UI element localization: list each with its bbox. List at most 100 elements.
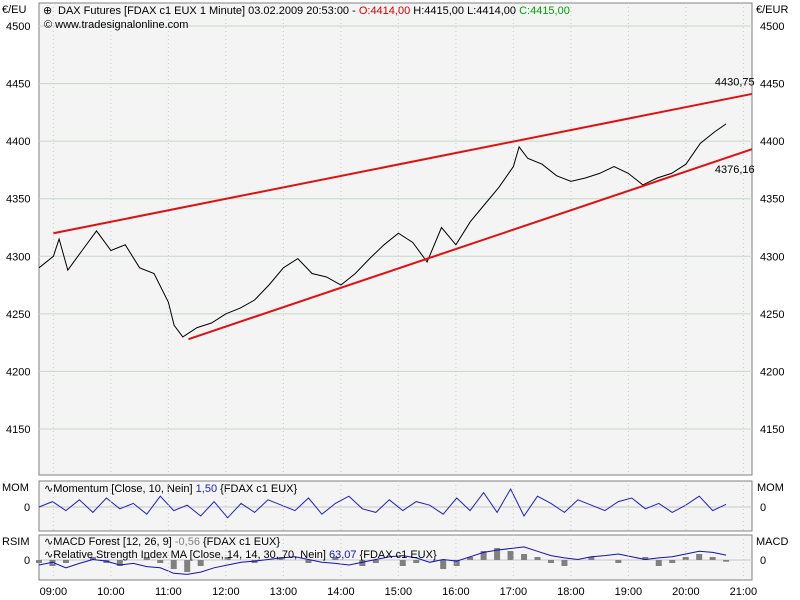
macd-bar [588,557,595,560]
macd-bar [36,560,42,563]
copyright-text: © www.tradesignalonline.com [44,19,188,31]
y-tick-label-left: 4500 [6,21,30,33]
svg-text:∿MACD Forest [12, 26, 9] -0,56: ∿MACD Forest [12, 26, 9] -0,56 {FDAX c1 … [44,536,280,548]
currency-right-label: €/EUR [756,4,788,16]
x-tick-label: 09:00 [40,586,68,598]
macd-bar [49,560,56,566]
macd-bar [723,560,730,562]
macd-bar [62,560,69,563]
macd-bar [116,560,123,566]
open-value: O:4414,00 [359,5,410,17]
y-tick-label-right: 4150 [760,424,784,436]
macd-bar [521,554,528,560]
mom-panel [38,480,753,532]
mom-legend-symbol: {FDAX c1 EUX} [217,483,297,495]
macd-bar [372,560,379,563]
y-tick-label-left: 4300 [6,251,30,263]
macd-bar [642,557,649,560]
rsi-legend-name: Relative Strength Index MA [Close, 14, 1… [53,549,329,561]
y-tick-label-right: 4500 [760,21,784,33]
x-tick-label: 10:00 [97,586,125,598]
chart-title: DAX Futures [FDAX c1 EUX 1 Minute] 03.02… [58,5,359,17]
rsi-left-label: RSIM [2,536,30,548]
x-tick-label: 20:00 [672,586,700,598]
macd-bar [507,551,514,560]
macd-bar [480,551,487,560]
x-tick-label: 11:00 [155,586,182,598]
svg-text:DAX Futures [FDAX c1 EUX 1 Mi: DAX Futures [FDAX c1 EUX 1 Minute] 03.02… [58,5,570,17]
y-tick-label-right: 4400 [760,136,784,148]
mom-zero-right: 0 [760,502,766,514]
macd-histogram [36,548,730,572]
macd-legend-symbol: {FDAX c1 EUX} [200,536,280,548]
macd-bar [332,557,339,560]
y-tick-label-right: 4350 [760,194,784,206]
macd-bar [655,560,662,566]
y-tick-label-left: 4250 [6,309,30,321]
macd-bar [197,560,204,566]
main-panel [38,2,753,476]
macd-right-label: MACD [756,536,788,548]
rsi-zero-right: 0 [760,555,766,567]
x-tick-label: 15:00 [385,586,413,598]
high-low-values: H:4415,00 L:4414,00 [410,5,519,17]
momentum-line [38,487,727,519]
macd-bar [89,557,96,560]
macd-bar [399,560,406,566]
macd-bar [278,557,285,560]
mom-legend-name: Momentum [Close, 10, Nein] [53,483,195,495]
y-tick-label-left: 4350 [6,194,30,206]
y-tick-label-right: 4300 [760,251,784,263]
macd-bar [682,557,689,560]
macd-bar [561,560,568,566]
macd-bar [359,560,366,566]
x-tick-label: 19:00 [615,586,643,598]
x-tick-label: 18:00 [557,586,585,598]
macd-bar [224,557,231,560]
wave-icon: ∿ [44,549,53,561]
y-tick-label-right: 4250 [760,309,784,321]
macd-bar [534,557,541,560]
rsi-legend-symbol: {FDAX c1 EUX} [357,549,437,561]
macd-bar [669,560,676,563]
macd-bar [453,560,460,566]
macd-bar [615,560,622,563]
x-tick-label: 12:00 [212,586,240,598]
macd-legend-value: -0,56 [175,536,200,548]
macd-legend-name: MACD Forest [12, 26, 9] [53,536,175,548]
svg-text:∿Momentum [Close, 10, Nein] 1,: ∿Momentum [Close, 10, Nein] 1,50 {FDAX c… [44,483,298,495]
main-y-axis: 4500 4500 4450 4450 4400 4400 4350 4350 4300 4300… [6,21,784,436]
y-tick-label-left: 4400 [6,136,30,148]
macd-bar [547,560,554,563]
rsi-zero-left: 0 [24,555,30,567]
close-value: C:4415,00 [519,5,570,17]
macd-bar [305,560,312,563]
svg-text:∿Relative Strength Index MA [C: ∿Relative Strength Index MA [Close, 14, … [44,549,437,561]
currency-left-label: €/EU [2,4,27,16]
trendlines: 4430,75 4376,16 [53,76,755,341]
y-tick-label-right: 4450 [760,79,784,91]
macd-bar [696,554,703,560]
main-grid [39,3,752,475]
macd-bar [157,560,164,563]
wave-icon: ∿ [44,536,53,548]
mom-right-label: MOM [757,482,784,494]
macd-bar [143,557,150,560]
mom-left-label: MOM [2,482,29,494]
macd-bar [709,557,716,560]
rsi-legend-value: 63,07 [329,549,357,561]
y-tick-label-left: 4150 [6,424,30,436]
trendline [188,148,753,341]
mom-zero-left: 0 [24,502,30,514]
x-axis: 09:00 10:00 11:00 12:00 13:00 14:00 15:00 16:00… [40,481,758,598]
rsi-line [38,546,727,575]
macd-bar [494,548,501,560]
price-series-line [38,123,727,338]
x-tick-label: 21:00 [730,586,758,598]
x-tick-label: 17:00 [500,586,528,598]
x-tick-label: 16:00 [442,586,470,598]
macd-bar [413,560,420,563]
macd-bar [170,560,177,569]
trendline-label: 4430,75 [715,76,755,88]
